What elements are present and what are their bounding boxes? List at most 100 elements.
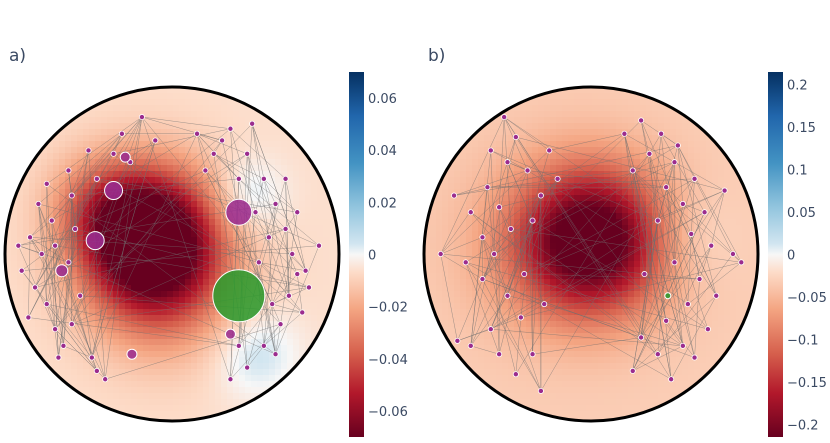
heatmap-cell [179,291,186,298]
heatmap-cell [622,165,629,172]
heatmap-cell [736,315,743,322]
graph-node [202,167,209,174]
heatmap-cell [568,249,575,256]
heatmap-cell [53,159,60,166]
heatmap-cell [95,147,102,154]
heatmap-cell [275,357,282,364]
heatmap-cell [628,285,635,292]
heatmap-cell [724,279,731,286]
heatmap-cell [724,207,731,214]
heatmap-cell [562,249,569,256]
heatmap-cell [646,273,653,280]
heatmap-cell [550,189,557,196]
heatmap-cell [131,339,138,346]
heatmap-cell [173,231,180,238]
heatmap-cell [544,273,551,280]
heatmap-cell [706,165,713,172]
heatmap-cell [155,225,162,232]
heatmap-cell [203,345,210,352]
heatmap-cell [586,117,593,124]
heatmap-cell [712,309,719,316]
heatmap-cell [23,177,30,184]
heatmap-cell [77,375,84,382]
heatmap-cell [676,219,683,226]
heatmap-cell [197,249,204,256]
heatmap-cell [161,201,168,208]
heatmap-cell [143,345,150,352]
heatmap-cell [748,285,755,292]
heatmap-cell [113,219,120,226]
heatmap-cell [748,243,755,250]
heatmap-cell [179,159,186,166]
heatmap-cell [263,237,270,244]
heatmap-cell [269,225,276,232]
heatmap-cell [508,159,515,166]
heatmap-cell [568,93,575,100]
heatmap-cell [179,249,186,256]
heatmap-cell [143,273,150,280]
heatmap-cell [167,279,174,286]
heatmap-cell [520,339,527,346]
heatmap-cell [197,387,204,394]
graph-edge [113,128,231,155]
heatmap-cell [598,165,605,172]
heatmap-cell [538,159,545,166]
heatmap-cell [203,303,210,310]
heatmap-cell [299,213,306,220]
heatmap-cell [161,381,168,388]
heatmap-cell [311,249,318,256]
heatmap-cell [556,117,563,124]
heatmap-cell [185,255,192,262]
heatmap-cell [604,111,611,118]
heatmap-cell [185,207,192,214]
heatmap-cell [305,333,312,340]
heatmap-cell [53,321,60,328]
heatmap-cell [137,303,144,310]
heatmap-cell [598,303,605,310]
heatmap-cell [658,117,665,124]
heatmap-cell [562,171,569,178]
heatmap-cell [263,123,270,130]
heatmap-cell [694,189,701,196]
heatmap-cell [167,87,174,94]
heatmap-cell [197,171,204,178]
heatmap-cell [454,159,461,166]
heatmap-cell [502,177,509,184]
heatmap-cell [718,333,725,340]
heatmap-cell [658,345,665,352]
heatmap-cell [748,219,755,226]
heatmap-cell [586,321,593,328]
heatmap-cell [95,351,102,358]
heatmap-cell [718,279,725,286]
graph-edge [96,178,298,213]
graph-node [65,259,72,266]
heatmap-cell [538,93,545,100]
heatmap-cell [742,297,749,304]
heatmap-cell [251,321,258,328]
heatmap-cell [520,219,527,226]
heatmap-cell [706,189,713,196]
heatmap-cell [628,189,635,196]
heatmap-cell [239,189,246,196]
heatmap-cell [490,273,497,280]
heatmap-cell [532,129,539,136]
heatmap-cell [688,135,695,142]
heatmap-cell [664,297,671,304]
colorbar-tick-label: 0 [368,249,376,264]
heatmap-cell [538,231,545,238]
heatmap-cell [694,183,701,190]
heatmap-cell [137,213,144,220]
heatmap-cell [311,267,318,274]
heatmap-cell [113,399,120,406]
heatmap-cell [442,207,449,214]
heatmap-cell [155,123,162,130]
heatmap-cell [586,87,593,94]
heatmap-cell [568,351,575,358]
heatmap-cell [167,171,174,178]
heatmap-cell [197,291,204,298]
heatmap-cell [454,297,461,304]
heatmap-cell [436,285,443,292]
heatmap-cell [113,171,120,178]
heatmap-cell [293,201,300,208]
heatmap-cell [454,195,461,202]
